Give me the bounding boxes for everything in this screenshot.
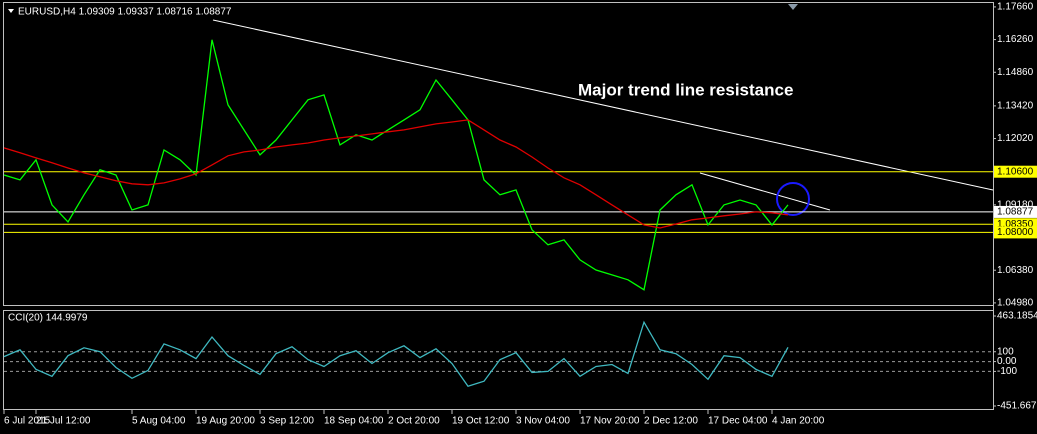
y-tick-label: 1.10600	[997, 166, 1034, 177]
x-tick-label: 17 Dec 04:00	[708, 416, 768, 427]
series-line	[3, 320, 789, 387]
y-tick-label: 1.08000	[997, 227, 1034, 238]
x-tick-label: 5 Aug 04:00	[132, 416, 186, 427]
x-tick-label: 2 Oct 20:00	[388, 416, 440, 427]
level-tag	[994, 205, 1037, 218]
y-tick-label: -100	[997, 366, 1017, 377]
cci-title: CCI(20) 144.9979	[8, 313, 88, 324]
shift-marker	[788, 4, 798, 10]
y-tick-label: 1.14860	[997, 67, 1034, 78]
y-tick-label: 0.00	[997, 356, 1017, 367]
y-tick-label: 1.04980	[997, 298, 1034, 309]
y-tick-label: 1.17660	[997, 2, 1034, 13]
highlight-circle	[776, 182, 810, 216]
y-tick-label: 1.06380	[997, 265, 1034, 276]
y-tick-label: 1.09180	[997, 199, 1034, 210]
y-tick-label: 463.1854	[997, 311, 1037, 322]
annotation: Major trend line resistance	[578, 80, 793, 99]
level-tag	[994, 226, 1037, 239]
x-tick-label: 19 Oct 12:00	[452, 416, 510, 427]
x-tick-label: 19 Aug 20:00	[196, 416, 255, 427]
y-tick-label: 1.12020	[997, 133, 1034, 144]
series-line	[3, 119, 789, 229]
level-tag	[994, 165, 1037, 178]
x-tick-label: 18 Sep 04:00	[324, 416, 384, 427]
x-tick-label: 21 Jul 12:00	[36, 416, 91, 427]
x-tick-label: 2 Dec 12:00	[644, 416, 698, 427]
x-tick-label: 17 Nov 20:00	[580, 416, 640, 427]
y-tick-label: 1.13420	[997, 101, 1034, 112]
menu-triangle	[8, 9, 14, 13]
y-tick-label: 1.16260	[997, 34, 1034, 45]
x-tick-label: 6 Jul 2015	[4, 416, 51, 427]
x-tick-label: 3 Nov 04:00	[516, 416, 570, 427]
chart-title: EURUSD,H4 1.09309 1.09337 1.08716 1.0887…	[18, 7, 232, 18]
y-tick-label: 100	[997, 346, 1014, 357]
y-tick-label: 1.08350	[997, 219, 1034, 230]
y-tick-label: -451.6679	[997, 401, 1037, 412]
series-line	[3, 39, 789, 291]
y-tick-label: 1.08877	[997, 207, 1034, 218]
trend-line	[212, 19, 994, 191]
x-tick-label: 4 Jan 20:00	[772, 416, 825, 427]
x-tick-label: 3 Sep 12:00	[260, 416, 314, 427]
